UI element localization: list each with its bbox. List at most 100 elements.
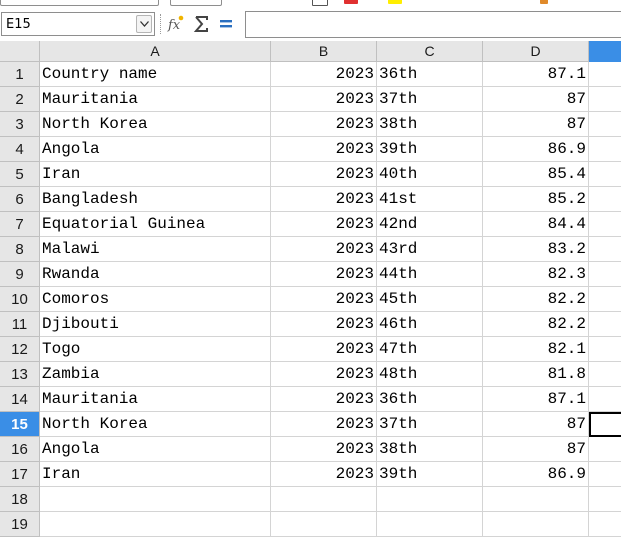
cell-a2[interactable]: Mauritania xyxy=(40,87,271,112)
row-header-7[interactable]: 7 xyxy=(0,212,40,237)
cell-c8[interactable]: 43rd xyxy=(377,237,483,262)
cell-c10[interactable]: 45th xyxy=(377,287,483,312)
font-name-box[interactable] xyxy=(0,0,159,6)
cell-a13[interactable]: Zambia xyxy=(40,362,271,387)
cell-b16[interactable]: 2023 xyxy=(271,437,377,462)
cell-d13[interactable]: 81.8 xyxy=(483,362,589,387)
cell-e4[interactable] xyxy=(589,137,621,162)
cell-d12[interactable]: 82.1 xyxy=(483,337,589,362)
cell-a16[interactable]: Angola xyxy=(40,437,271,462)
cell-a6[interactable]: Bangladesh xyxy=(40,187,271,212)
cell-a15[interactable]: North Korea xyxy=(40,412,271,437)
row-header-11[interactable]: 11 xyxy=(0,312,40,337)
cell-c16[interactable]: 38th xyxy=(377,437,483,462)
column-header-c[interactable]: C xyxy=(377,41,483,62)
clear-formatting-icon[interactable] xyxy=(540,0,548,4)
row-header-5[interactable]: 5 xyxy=(0,162,40,187)
cell-b6[interactable]: 2023 xyxy=(271,187,377,212)
cell-c1[interactable]: 36th xyxy=(377,62,483,87)
cell-d11[interactable]: 82.2 xyxy=(483,312,589,337)
select-all-corner[interactable] xyxy=(0,41,40,62)
row-header-9[interactable]: 9 xyxy=(0,262,40,287)
formula-input[interactable] xyxy=(245,11,621,38)
cell-b11[interactable]: 2023 xyxy=(271,312,377,337)
cell-c3[interactable]: 38th xyxy=(377,112,483,137)
row-header-18[interactable]: 18 xyxy=(0,487,40,512)
cell-b15[interactable]: 2023 xyxy=(271,412,377,437)
cell-c2[interactable]: 37th xyxy=(377,87,483,112)
cell-b4[interactable]: 2023 xyxy=(271,137,377,162)
cell-e18[interactable] xyxy=(589,487,621,512)
cell-e1[interactable] xyxy=(589,62,621,87)
cell-e10[interactable] xyxy=(589,287,621,312)
cell-d18[interactable] xyxy=(483,487,589,512)
cell-c13[interactable]: 48th xyxy=(377,362,483,387)
cell-b7[interactable]: 2023 xyxy=(271,212,377,237)
cell-a7[interactable]: Equatorial Guinea xyxy=(40,212,271,237)
cell-b18[interactable] xyxy=(271,487,377,512)
cell-a11[interactable]: Djibouti xyxy=(40,312,271,337)
cell-e12[interactable] xyxy=(589,337,621,362)
cell-d5[interactable]: 85.4 xyxy=(483,162,589,187)
highlight-icon[interactable] xyxy=(388,0,402,4)
cell-c17[interactable]: 39th xyxy=(377,462,483,487)
cell-c6[interactable]: 41st xyxy=(377,187,483,212)
cell-a3[interactable]: North Korea xyxy=(40,112,271,137)
cell-d1[interactable]: 87.1 xyxy=(483,62,589,87)
cell-c15[interactable]: 37th xyxy=(377,412,483,437)
column-header-b[interactable]: B xyxy=(271,41,377,62)
cell-c5[interactable]: 40th xyxy=(377,162,483,187)
function-wizard-icon[interactable]: fx xyxy=(166,14,186,34)
border-icon[interactable] xyxy=(312,0,328,6)
row-header-12[interactable]: 12 xyxy=(0,337,40,362)
cell-e17[interactable] xyxy=(589,462,621,487)
name-box-dropdown-button[interactable] xyxy=(136,15,152,33)
cell-d8[interactable]: 83.2 xyxy=(483,237,589,262)
cell-d7[interactable]: 84.4 xyxy=(483,212,589,237)
row-header-17[interactable]: 17 xyxy=(0,462,40,487)
cell-b2[interactable]: 2023 xyxy=(271,87,377,112)
cell-e2[interactable] xyxy=(589,87,621,112)
cell-e14[interactable] xyxy=(589,387,621,412)
cell-e7[interactable] xyxy=(589,212,621,237)
cell-d2[interactable]: 87 xyxy=(483,87,589,112)
column-header-d[interactable]: D xyxy=(483,41,589,62)
cell-b8[interactable]: 2023 xyxy=(271,237,377,262)
cell-b3[interactable]: 2023 xyxy=(271,112,377,137)
cell-b12[interactable]: 2023 xyxy=(271,337,377,362)
cell-e11[interactable] xyxy=(589,312,621,337)
column-header-a[interactable]: A xyxy=(40,41,271,62)
cell-c4[interactable]: 39th xyxy=(377,137,483,162)
row-header-14[interactable]: 14 xyxy=(0,387,40,412)
cell-c18[interactable] xyxy=(377,487,483,512)
row-header-10[interactable]: 10 xyxy=(0,287,40,312)
cell-b1[interactable]: 2023 xyxy=(271,62,377,87)
row-header-8[interactable]: 8 xyxy=(0,237,40,262)
row-header-2[interactable]: 2 xyxy=(0,87,40,112)
cell-b13[interactable]: 2023 xyxy=(271,362,377,387)
row-header-16[interactable]: 16 xyxy=(0,437,40,462)
cell-a9[interactable]: Rwanda xyxy=(40,262,271,287)
cell-c9[interactable]: 44th xyxy=(377,262,483,287)
cell-d17[interactable]: 86.9 xyxy=(483,462,589,487)
cell-d16[interactable]: 87 xyxy=(483,437,589,462)
cell-e9[interactable] xyxy=(589,262,621,287)
name-box[interactable]: E15 xyxy=(1,12,155,36)
cell-a8[interactable]: Malawi xyxy=(40,237,271,262)
cell-d4[interactable]: 86.9 xyxy=(483,137,589,162)
row-header-13[interactable]: 13 xyxy=(0,362,40,387)
cell-e16[interactable] xyxy=(589,437,621,462)
sum-icon[interactable] xyxy=(192,14,212,34)
row-header-6[interactable]: 6 xyxy=(0,187,40,212)
row-header-3[interactable]: 3 xyxy=(0,112,40,137)
cell-b17[interactable]: 2023 xyxy=(271,462,377,487)
cell-d9[interactable]: 82.3 xyxy=(483,262,589,287)
cell-a12[interactable]: Togo xyxy=(40,337,271,362)
font-size-box[interactable] xyxy=(170,0,222,6)
cell-d3[interactable]: 87 xyxy=(483,112,589,137)
cell-b14[interactable]: 2023 xyxy=(271,387,377,412)
cell-a4[interactable]: Angola xyxy=(40,137,271,162)
font-color-icon[interactable] xyxy=(344,0,358,4)
cell-c11[interactable]: 46th xyxy=(377,312,483,337)
equals-icon[interactable] xyxy=(216,14,236,34)
